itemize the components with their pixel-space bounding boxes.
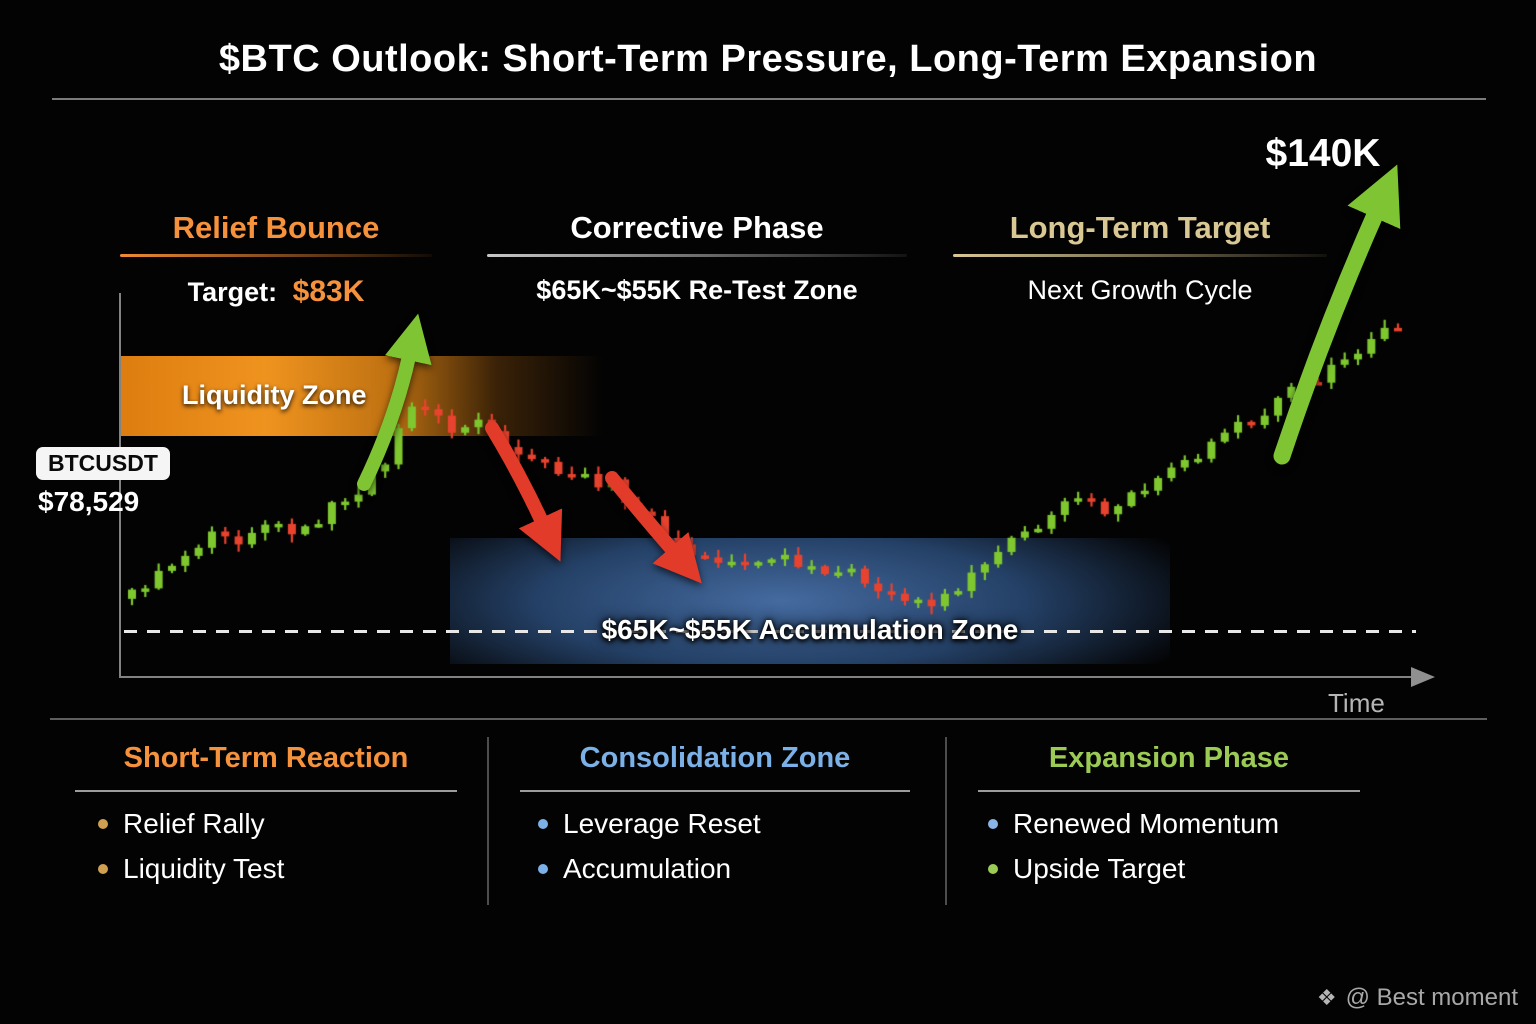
legend-divider [50, 718, 1487, 720]
legend-title-underline-1 [75, 790, 457, 792]
bullet-dot-icon [988, 864, 998, 874]
legend-item: Upside Target [988, 851, 1185, 887]
legend-title-underline-3 [978, 790, 1360, 792]
legend-item: Leverage Reset [538, 806, 761, 842]
binance-logo-icon: ❖ [1316, 985, 1337, 1010]
watermark: ❖ @ Best moment [1317, 984, 1518, 1012]
legend-title-underline-2 [520, 790, 910, 792]
ticker-badge: BTCUSDT [36, 447, 170, 480]
legend-item-label: Liquidity Test [123, 853, 285, 884]
legend-item: Renewed Momentum [988, 806, 1279, 842]
expansion-up-arrow [1273, 164, 1401, 465]
legend-item: Liquidity Test [98, 851, 284, 887]
current-price-label: $78,529 [38, 486, 140, 517]
legend-item-label: Accumulation [563, 853, 732, 884]
relief-bounce-up-arrow [357, 313, 432, 491]
legend-item: Relief Rally [98, 806, 265, 842]
legend-title-expansion: Expansion Phase [1048, 742, 1290, 774]
corrective-down-arrow-1 [485, 421, 563, 562]
liquidity-zone-label: Liquidity Zone [182, 380, 367, 410]
accumulation-zone-label: $65K~$55K Accumulation Zone [601, 614, 1019, 645]
legend-item-label: Relief Rally [123, 808, 265, 839]
bullet-dot-icon [988, 819, 998, 829]
legend-item-label: Leverage Reset [563, 808, 761, 839]
legend-title-consolidation: Consolidation Zone [579, 742, 851, 774]
watermark-text: @ Best moment [1345, 984, 1518, 1011]
legend-title-short-term: Short-Term Reaction [123, 742, 409, 774]
bullet-dot-icon [98, 864, 108, 874]
legend-item-label: Upside Target [1013, 853, 1186, 884]
bullet-dot-icon [538, 819, 548, 829]
bullet-dot-icon [538, 864, 548, 874]
time-axis-label: Time [1328, 688, 1385, 718]
legend-item: Accumulation [538, 851, 731, 887]
legend-vertical-divider-1 [487, 737, 489, 905]
bullet-dot-icon [98, 819, 108, 829]
corrective-down-arrow-2 [605, 471, 702, 584]
legend-vertical-divider-2 [945, 737, 947, 905]
legend-item-label: Renewed Momentum [1013, 808, 1280, 839]
